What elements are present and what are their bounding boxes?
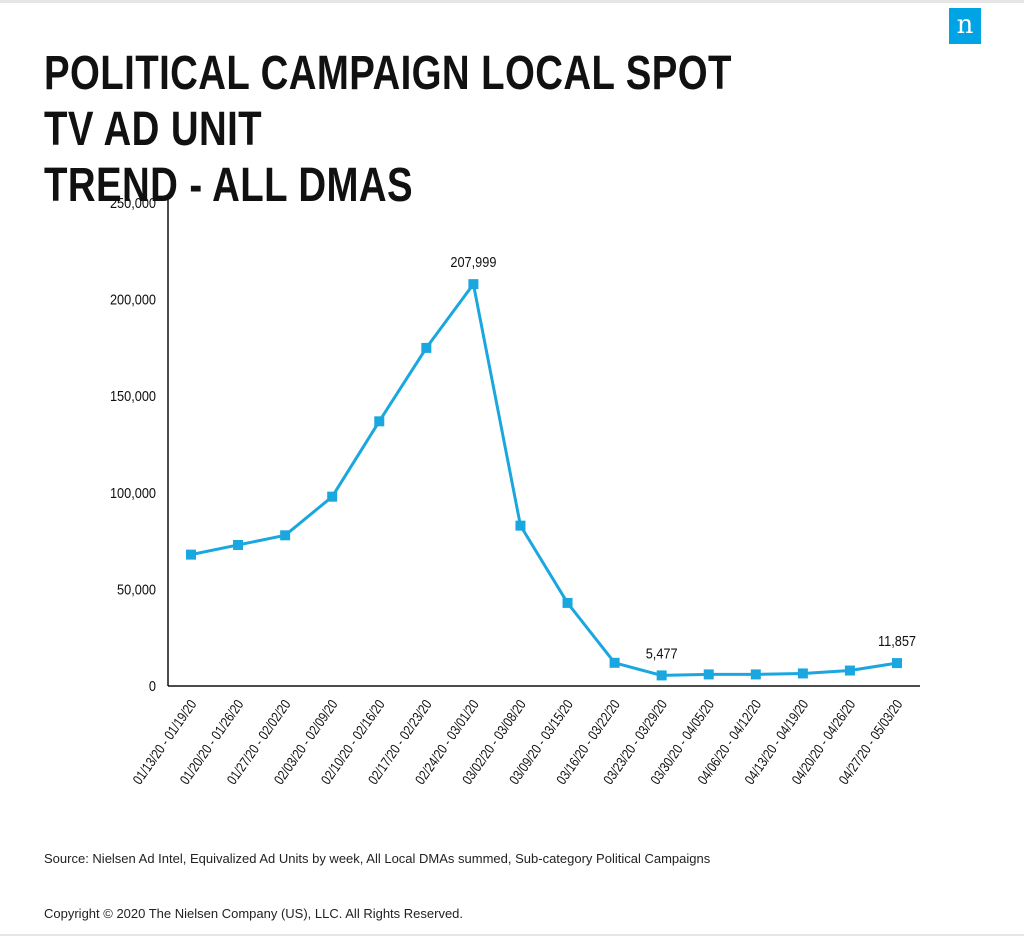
data-point-marker	[280, 530, 291, 541]
copyright-note: Copyright © 2020 The Nielsen Company (US…	[44, 906, 464, 921]
data-label: 5,477	[646, 644, 678, 661]
y-tick-label: 100,000	[110, 484, 156, 501]
data-point-marker	[892, 658, 902, 669]
nielsen-logo-icon: n	[949, 8, 981, 44]
data-point-marker	[327, 491, 338, 502]
data-point-marker	[797, 668, 808, 679]
line-chart: 050,000100,000150,000200,000250,00001/13…	[110, 194, 920, 787]
data-point-marker	[703, 669, 714, 680]
y-tick-label: 50,000	[117, 580, 156, 597]
top-divider	[0, 0, 1024, 3]
series-line	[189, 282, 899, 677]
y-tick-label: 150,000	[110, 387, 156, 404]
data-point-marker	[233, 539, 244, 550]
data-point-marker	[515, 520, 526, 531]
data-point-marker	[844, 665, 855, 676]
data-point-marker	[562, 597, 573, 608]
data-point-marker	[421, 342, 432, 353]
title-line-1: POLITICAL CAMPAIGN LOCAL SPOT TV AD UNIT	[44, 47, 732, 156]
data-point-marker	[656, 670, 667, 681]
source-note: Source: Nielsen Ad Intel, Equivalized Ad…	[44, 851, 711, 866]
y-tick-label: 250,000	[110, 194, 156, 211]
data-label: 207,999	[450, 253, 496, 270]
data-point-marker	[186, 549, 196, 560]
data-point-marker	[750, 669, 761, 680]
data-point-marker	[468, 279, 479, 290]
page-title: POLITICAL CAMPAIGN LOCAL SPOT TV AD UNIT…	[44, 46, 764, 214]
y-tick-label: 200,000	[110, 291, 156, 308]
bottom-divider	[0, 934, 1024, 936]
y-tick-label: 0	[149, 677, 156, 694]
data-point-marker	[374, 416, 385, 427]
data-label: 11,857	[878, 632, 916, 649]
data-point-marker	[609, 657, 620, 668]
title-line-2: TREND - ALL DMAS	[44, 159, 414, 212]
